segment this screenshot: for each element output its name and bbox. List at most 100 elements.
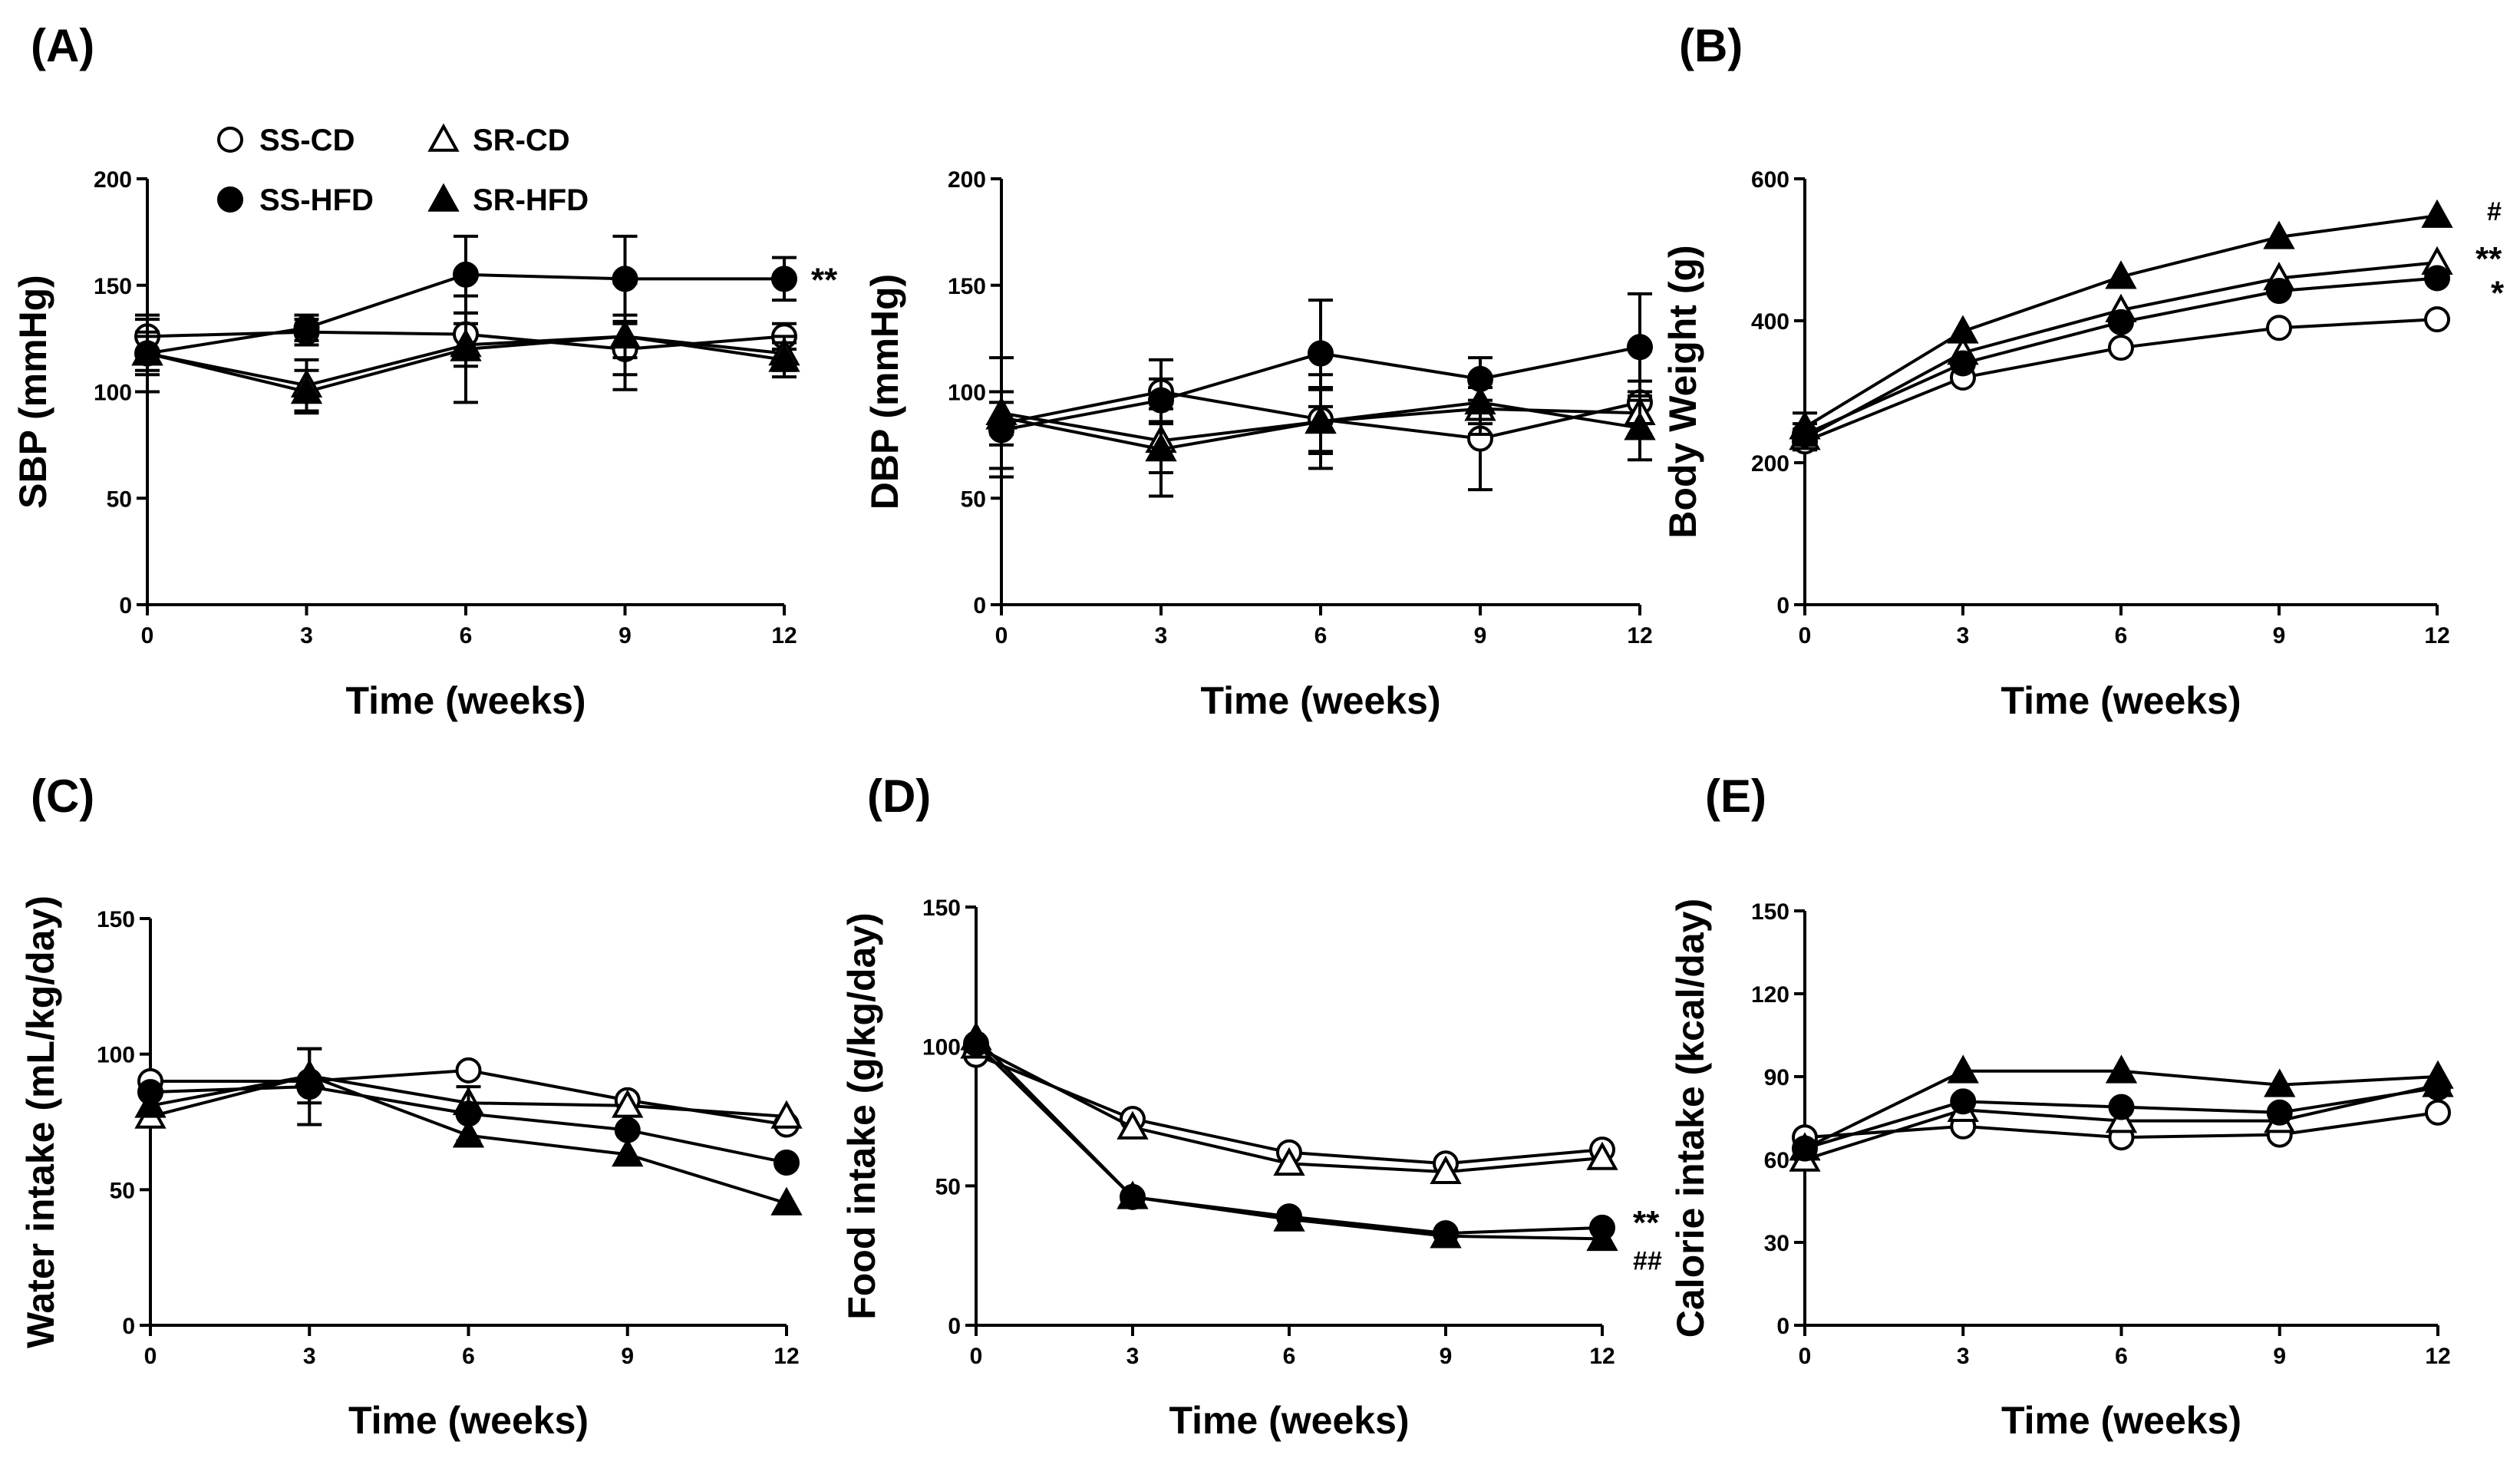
data-point bbox=[1273, 1202, 1305, 1232]
y-tick-label: 0 bbox=[1776, 593, 1789, 619]
legend-label: SS-HFD bbox=[259, 183, 374, 217]
y-tick-label: 150 bbox=[97, 907, 135, 932]
y-axis-title: Calorie intake (kcal/day) bbox=[1669, 899, 1712, 1338]
y-tick-label: 400 bbox=[1751, 309, 1789, 335]
x-tick-label: 12 bbox=[2424, 623, 2449, 648]
y-tick-label: 50 bbox=[110, 1178, 135, 1203]
data-point bbox=[1430, 1155, 1462, 1184]
data-point bbox=[1586, 1141, 1618, 1170]
y-tick-label: 100 bbox=[94, 381, 132, 406]
data-point bbox=[2108, 308, 2134, 335]
data-point bbox=[2105, 1054, 2138, 1084]
data-point bbox=[293, 1059, 325, 1088]
x-tick-label: 0 bbox=[141, 623, 154, 648]
x-tick-label: 9 bbox=[2273, 623, 2286, 648]
y-tick-label: 50 bbox=[107, 487, 132, 512]
data-point bbox=[768, 343, 800, 372]
legend-label: SR-CD bbox=[473, 124, 570, 157]
x-tick-label: 0 bbox=[1799, 623, 1812, 648]
y-axis-title: Body Weight (g) bbox=[1661, 245, 1704, 538]
data-point bbox=[1145, 433, 1177, 462]
data-point bbox=[1273, 1146, 1305, 1176]
x-axis-title: Time (weeks) bbox=[1169, 1399, 1409, 1442]
data-point bbox=[2424, 265, 2450, 292]
x-tick-label: 0 bbox=[995, 623, 1008, 648]
x-tick-label: 3 bbox=[1957, 623, 1970, 648]
data-point bbox=[1789, 1132, 1821, 1161]
x-tick-label: 9 bbox=[1474, 623, 1487, 648]
chart-panel-2: 0 50 100 150 200 0 3 6 9 12 Time (weeks) DBP (mmHg) bbox=[863, 167, 1656, 722]
data-point bbox=[1464, 386, 1496, 415]
significance-mark: # bbox=[2487, 197, 2502, 226]
data-point bbox=[1117, 1180, 1149, 1209]
data-point bbox=[2266, 315, 2292, 341]
y-tick-label: 200 bbox=[94, 167, 132, 193]
y-axis-title: DBP (mmHg) bbox=[863, 274, 906, 510]
data-point bbox=[2264, 1068, 2296, 1097]
data-point bbox=[1950, 350, 1976, 377]
y-tick-label: 150 bbox=[94, 274, 132, 299]
legend-item-ss-cd: SS-CD bbox=[217, 124, 355, 157]
y-tick-label: 120 bbox=[1751, 982, 1789, 1008]
data-point bbox=[131, 337, 163, 366]
series-sr-hfd bbox=[1789, 199, 2453, 444]
data-point bbox=[450, 332, 482, 361]
x-tick-label: 9 bbox=[1440, 1344, 1453, 1369]
data-point bbox=[2422, 1060, 2454, 1089]
chart-panel-1: (A) 0 50 100 150 200 0 3 6 9 12 Time (weeks) SBP (mm… bbox=[12, 20, 838, 722]
y-tick-label: 150 bbox=[922, 896, 961, 921]
y-tick-label: 600 bbox=[1751, 167, 1789, 193]
data-point bbox=[1117, 1110, 1149, 1140]
data-point bbox=[1950, 1088, 1977, 1115]
significance-mark: ** bbox=[1633, 1204, 1660, 1242]
data-point bbox=[985, 401, 1018, 430]
significance-mark: ** bbox=[2475, 240, 2502, 278]
data-point bbox=[612, 1089, 644, 1118]
data-point bbox=[1627, 334, 1653, 361]
y-tick-label: 90 bbox=[1764, 1065, 1789, 1090]
y-tick-label: 30 bbox=[1764, 1231, 1789, 1256]
x-tick-label: 6 bbox=[2115, 623, 2128, 648]
chart-panel-3: (B) 0 200 400 600 0 3 6 9 12 Time (weeks) Body Weig… bbox=[1661, 20, 2505, 722]
x-axis-title: Time (weeks) bbox=[2000, 679, 2241, 722]
series-sr-hfd bbox=[960, 1021, 1618, 1252]
x-axis-title: Time (weeks) bbox=[345, 679, 585, 722]
x-tick-label: 6 bbox=[462, 1344, 475, 1369]
legend-item-ss-hfd: SS-HFD bbox=[217, 183, 374, 217]
y-tick-label: 0 bbox=[973, 593, 986, 619]
data-point bbox=[1305, 404, 1337, 434]
data-point bbox=[2425, 1099, 2451, 1126]
x-tick-label: 6 bbox=[460, 623, 473, 648]
y-tick-label: 60 bbox=[1764, 1148, 1789, 1173]
data-point bbox=[773, 1150, 800, 1176]
y-tick-label: 150 bbox=[1751, 899, 1789, 925]
data-point bbox=[609, 319, 642, 349]
x-tick-label: 3 bbox=[303, 1344, 316, 1369]
data-point bbox=[1947, 1054, 1979, 1084]
series-sr-cd bbox=[1789, 1068, 2454, 1172]
y-tick-label: 100 bbox=[922, 1035, 961, 1061]
series-sr-hfd bbox=[985, 356, 1656, 498]
data-point bbox=[1430, 1219, 1462, 1249]
x-axis-title: Time (weeks) bbox=[1200, 679, 1440, 722]
legend-label: SR-HFD bbox=[473, 183, 589, 217]
data-point bbox=[1624, 411, 1656, 440]
y-tick-label: 200 bbox=[1751, 451, 1789, 477]
data-point bbox=[1586, 1222, 1618, 1252]
x-tick-label: 3 bbox=[1155, 623, 1168, 648]
panel-label: (D) bbox=[867, 770, 931, 822]
y-tick-label: 50 bbox=[935, 1174, 961, 1199]
triangle-marker-icon bbox=[427, 123, 460, 152]
data-point bbox=[134, 1089, 167, 1118]
series-sr-hfd bbox=[134, 1047, 803, 1216]
significance-mark: ** bbox=[811, 261, 838, 299]
data-point bbox=[1789, 411, 1821, 440]
x-axis-title: Time (weeks) bbox=[2001, 1399, 2241, 1442]
data-point bbox=[452, 1119, 485, 1148]
data-point bbox=[1308, 340, 1334, 367]
y-tick-label: 0 bbox=[948, 1314, 961, 1339]
x-tick-label: 12 bbox=[771, 623, 797, 648]
y-axis-title: SBP (mmHg) bbox=[12, 275, 54, 509]
x-tick-label: 3 bbox=[300, 623, 313, 648]
